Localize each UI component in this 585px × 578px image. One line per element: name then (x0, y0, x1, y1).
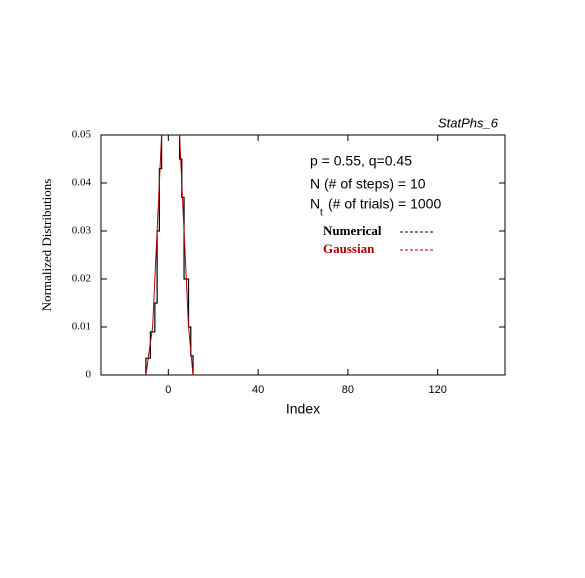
annotation-sub: t (320, 208, 323, 219)
legend-label: Gaussian (323, 241, 375, 256)
legend-label: Numerical (323, 223, 382, 238)
chart-tag: StatPhs_6 (438, 115, 499, 130)
annotation-rest: (# of trials) = 1000 (328, 196, 441, 212)
x-tick-label: 40 (252, 384, 264, 396)
x-tick-label: 80 (342, 384, 354, 396)
y-tick-label: 0.03 (72, 225, 92, 237)
y-tick-label: 0.04 (72, 177, 92, 189)
y-tick-label: 0.01 (72, 321, 91, 333)
x-tick-label: 0 (165, 384, 171, 396)
annotation-main: N (310, 196, 320, 212)
annotation: N (# of steps) = 10 (310, 176, 426, 192)
gaussian-line (145, 135, 194, 375)
x-tick-label: 120 (428, 384, 446, 396)
y-tick-label: 0.02 (72, 273, 91, 285)
y-axis-label: Normalized Distributions (39, 179, 54, 312)
plot-frame (100, 134, 506, 376)
y-tick-label: 0 (86, 369, 92, 381)
y-tick-label: 0.05 (72, 129, 92, 141)
x-axis-label: Index (286, 401, 320, 417)
annotation: p = 0.55, q=0.45 (310, 153, 412, 169)
plot-area (145, 135, 194, 375)
